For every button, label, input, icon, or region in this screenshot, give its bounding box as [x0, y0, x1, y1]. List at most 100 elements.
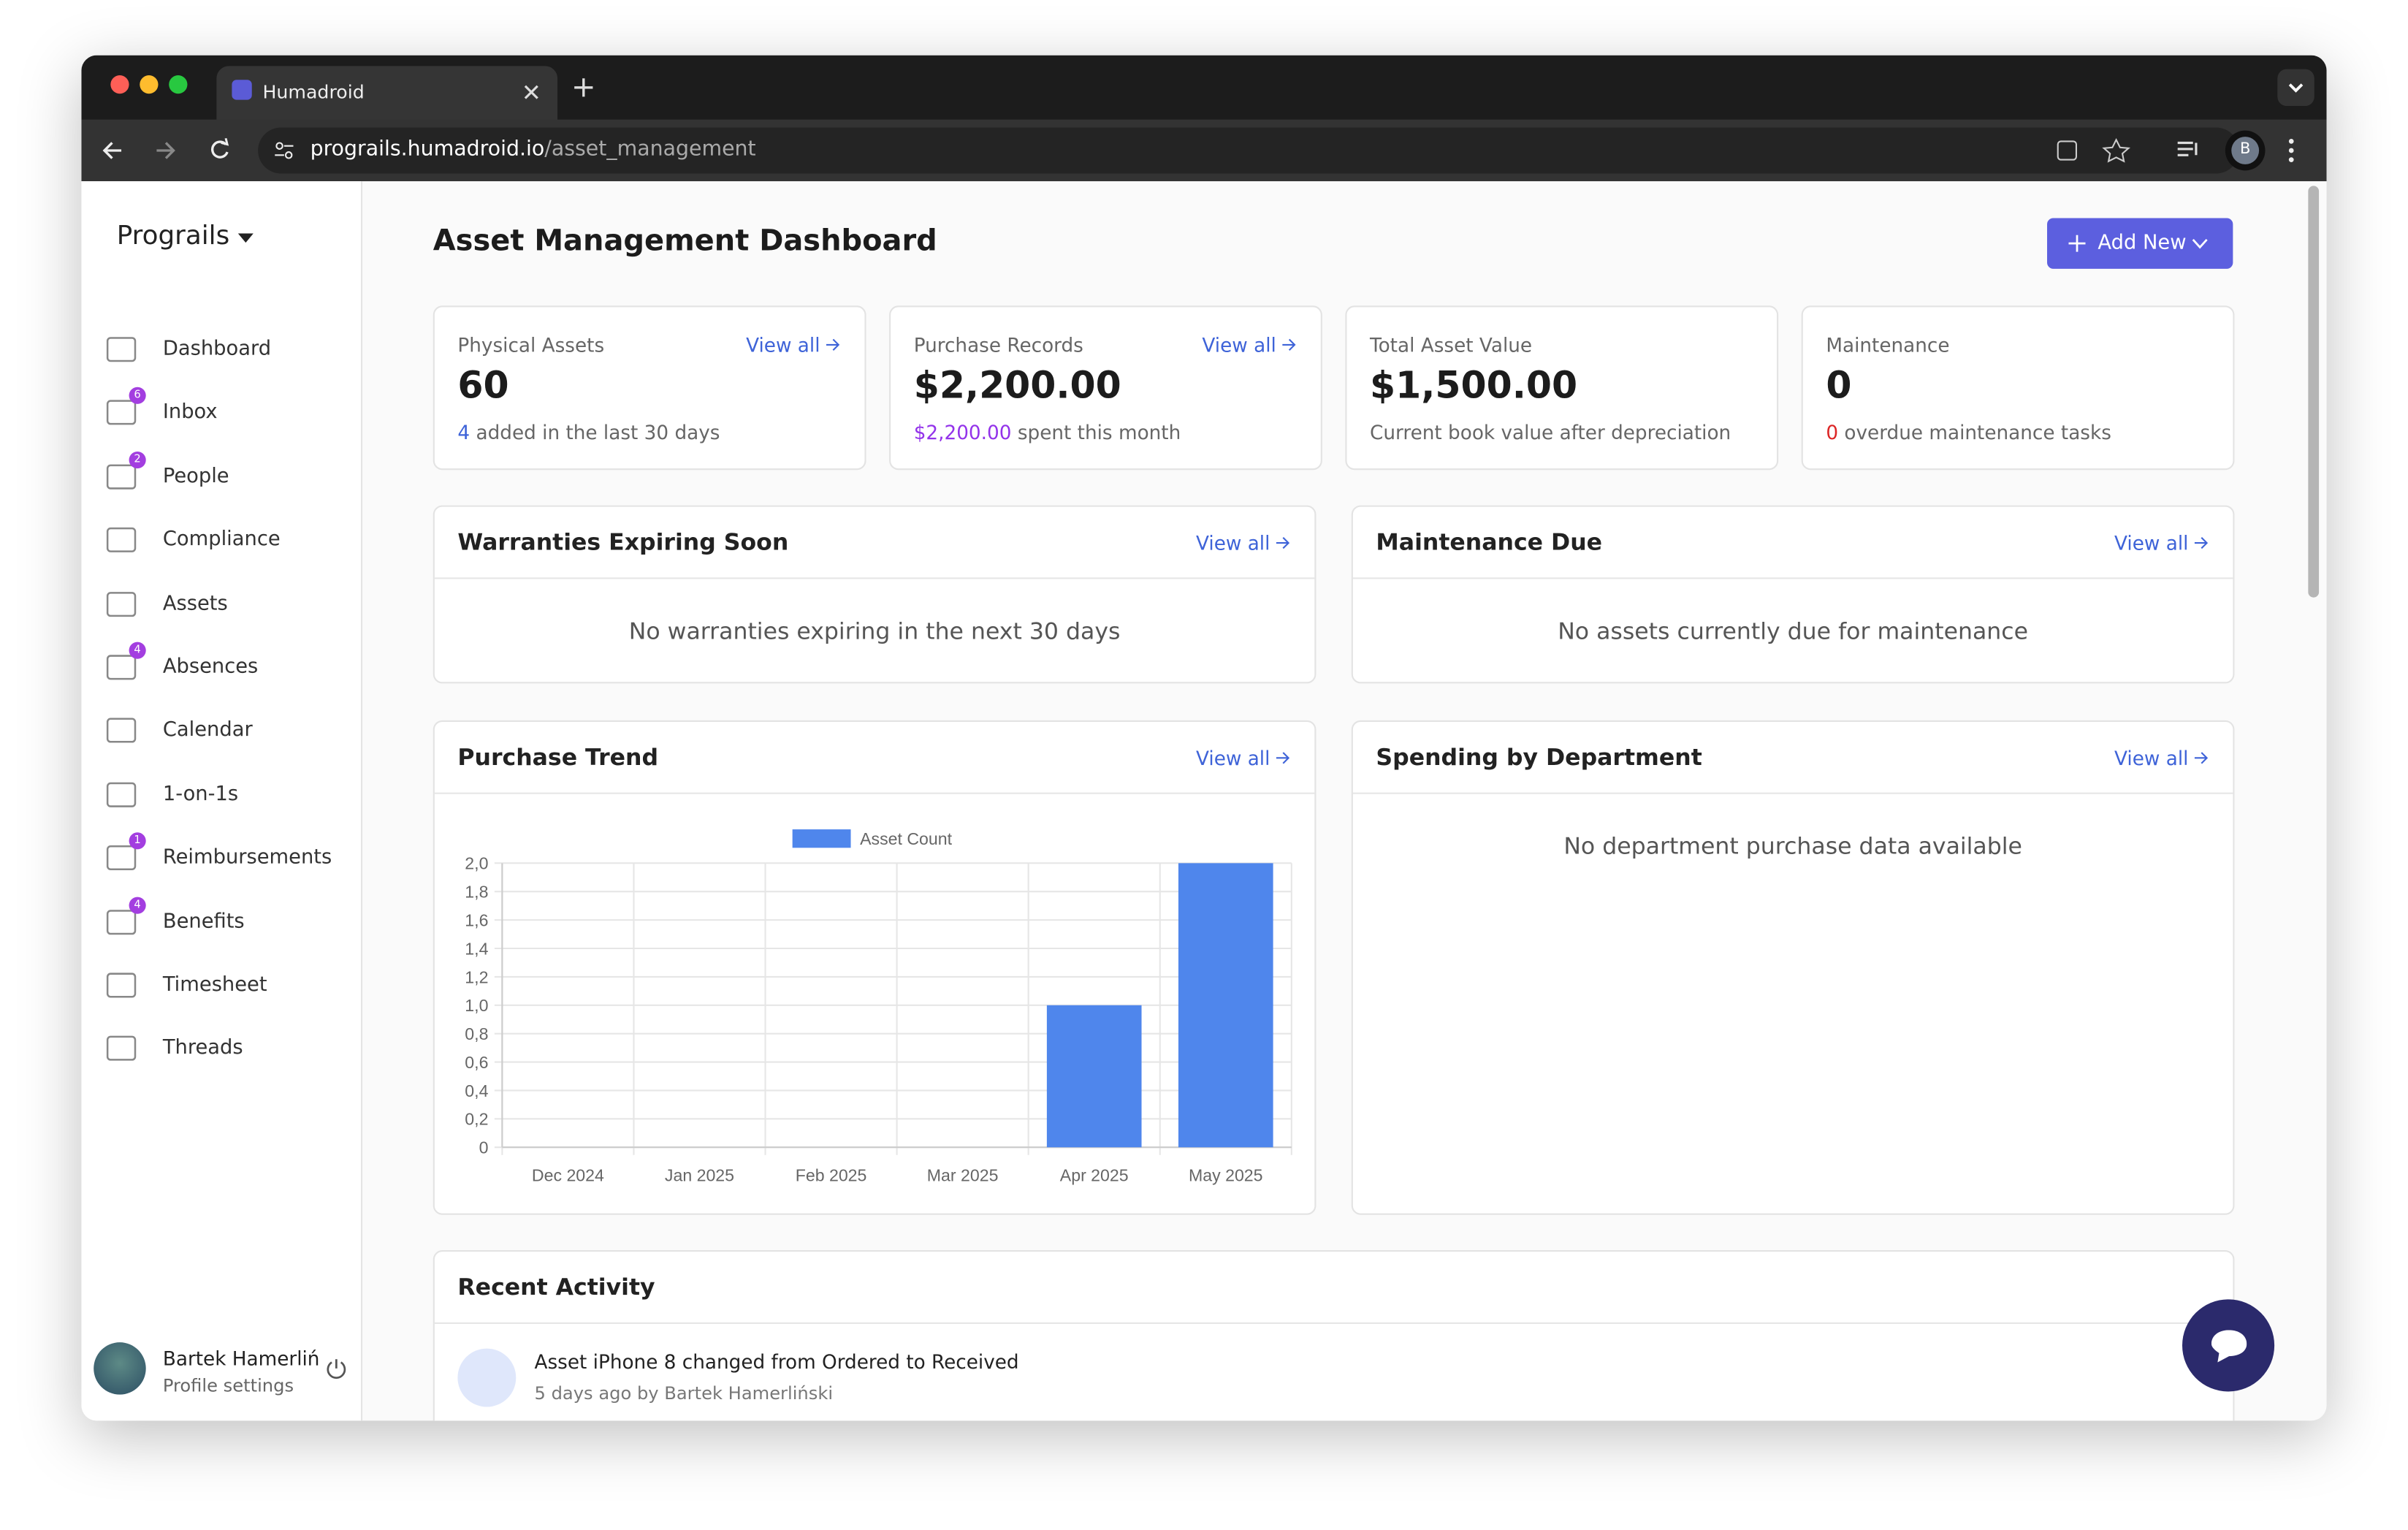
brand-caret [237, 233, 254, 243]
stat-note-text: added in the last 30 days [476, 420, 720, 444]
logout[interactable] [326, 1358, 347, 1379]
arrow-icon [2194, 536, 2209, 549]
nav-icon [106, 909, 137, 935]
nav-item[interactable]: Timesheet [81, 963, 361, 1009]
stat-note-value: 4 [457, 420, 470, 444]
icon-shape [106, 337, 137, 362]
site-info[interactable] [273, 140, 294, 161]
nav-icon [106, 1036, 137, 1062]
y-tick-label: 0,4 [465, 1081, 488, 1100]
stat-card: Maintenance 0 0 overdue maintenance tasks [1801, 305, 2235, 471]
y-tick-label: 1,8 [465, 883, 488, 902]
bar [1178, 863, 1273, 1148]
nav-badge: 2 [129, 451, 146, 468]
nav-icon [106, 591, 137, 617]
view-all[interactable]: View all [746, 333, 840, 357]
stat-note-text: Current book value after depreciation [1370, 420, 1731, 444]
maintenance-panel: Maintenance Due View all No assets curren… [1351, 505, 2235, 684]
activity-meta: 5 days ago by Bartek Hamerliński [534, 1382, 834, 1404]
view-all-label: View all [2114, 746, 2189, 770]
view-all[interactable]: View all [2114, 531, 2209, 555]
add-new-label: Add New [2098, 232, 2187, 255]
minimize-window[interactable] [140, 75, 159, 94]
nav-item[interactable]: Inbox 6 [81, 387, 361, 437]
nav-item[interactable]: Assets [81, 582, 361, 628]
profile-settings[interactable]: Profile settings [162, 1374, 294, 1396]
y-tick-label: 1,6 [465, 911, 488, 930]
nav-item[interactable]: Reimbursements 1 [81, 832, 361, 882]
nav-item[interactable]: Benefits 4 [81, 896, 361, 945]
stat-note: 4 added in the last 30 days [457, 421, 720, 444]
icon-shape [106, 782, 137, 807]
nav-label: Absences [162, 655, 259, 680]
icon-shape [106, 464, 137, 490]
profile[interactable]: B [2225, 130, 2266, 171]
stat-note: Current book value after depreciation [1370, 421, 1731, 444]
menu[interactable] [2287, 138, 2296, 163]
view-all[interactable]: View all [1196, 747, 1290, 769]
nav-item[interactable]: 1-on-1s [81, 772, 361, 818]
nav-buttons[interactable] [100, 138, 254, 163]
url-field[interactable]: prograils.humadroid.io/asset_management [258, 127, 2239, 174]
view-all-label: View all [2114, 531, 2189, 555]
icon-shape [106, 909, 137, 935]
nav-badge: 6 [129, 387, 146, 405]
stat-note: 0 overdue maintenance tasks [1826, 421, 2111, 444]
url-actions[interactable] [2055, 138, 2209, 163]
stat-label: Purchase Records [913, 333, 1083, 357]
chat-button[interactable] [2182, 1299, 2275, 1392]
nav-item[interactable]: People 2 [81, 451, 361, 501]
chat-icon [2211, 1330, 2247, 1363]
user-avatar[interactable] [94, 1342, 146, 1395]
view-all[interactable]: View all [1202, 333, 1296, 357]
warranties-panel: Warranties Expiring Soon View all No warr… [433, 505, 1317, 684]
brand[interactable]: Prograils [117, 221, 254, 252]
nav-item[interactable]: Dashboard [81, 327, 361, 373]
page-title: Asset Management Dashboard [433, 224, 937, 259]
panel-header: Purchase Trend View all [434, 722, 1315, 794]
nav-item[interactable]: Absences 4 [81, 642, 361, 691]
x-tick-label: Feb 2025 [796, 1165, 867, 1184]
empty-message: No department purchase data available [1563, 832, 2022, 861]
stat-value: 0 [1826, 364, 1852, 408]
nav-label: Inbox [162, 401, 218, 425]
panel-title: Maintenance Due [1376, 528, 1603, 556]
panel-header: Recent Activity [434, 1252, 2233, 1324]
view-all-label: View all [746, 333, 820, 357]
stat-value: $2,200.00 [913, 364, 1121, 408]
nav-icon [106, 400, 137, 426]
nav-icon [106, 782, 137, 807]
stat-note-value: $2,200.00 [913, 420, 1012, 444]
tab-title: Humadroid [262, 81, 365, 103]
maximize-window[interactable] [169, 75, 188, 94]
stat-label: Maintenance [1826, 333, 1950, 357]
arrow-icon [826, 338, 840, 351]
reading-list[interactable] [2176, 138, 2201, 163]
close-window[interactable] [110, 75, 129, 94]
view-all[interactable]: View all [2114, 746, 2209, 770]
x-tick-label: Dec 2024 [532, 1165, 604, 1184]
nav-icon [106, 528, 137, 553]
y-tick-label: 1,0 [465, 996, 488, 1015]
nav-item[interactable]: Compliance [81, 518, 361, 564]
nav-item[interactable]: Threads [81, 1027, 361, 1073]
nav-icon [106, 337, 137, 362]
address-bar: prograils.humadroid.io/asset_management … [81, 119, 2327, 182]
close-tab[interactable] [524, 85, 539, 100]
url-host: prograils.humadroid.io [310, 137, 545, 161]
view-all[interactable]: View all [1196, 531, 1290, 555]
new-tab[interactable] [573, 77, 594, 98]
browser-tab[interactable]: Humadroid [216, 66, 558, 120]
panel-title: Recent Activity [457, 1273, 655, 1301]
stat-note: $2,200.00 spent this month [914, 421, 1181, 444]
tab-search[interactable] [2277, 69, 2314, 107]
nav-label: Timesheet [162, 973, 267, 997]
add-new-button[interactable]: Add New [2047, 218, 2233, 269]
activity-text[interactable]: Asset iPhone 8 changed from Ordered to R… [534, 1350, 1019, 1374]
chevron-icon [2192, 239, 2208, 249]
legend-swatch [792, 829, 851, 848]
nav-item[interactable]: Calendar [81, 709, 361, 755]
stat-value: 60 [457, 364, 509, 408]
profile-initial: B [2231, 137, 2260, 164]
